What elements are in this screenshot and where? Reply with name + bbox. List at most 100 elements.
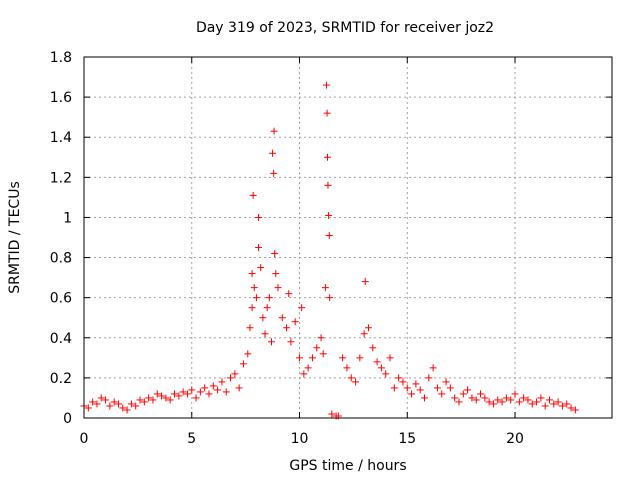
data-point xyxy=(343,364,351,372)
data-point xyxy=(451,394,459,402)
data-point xyxy=(399,378,407,386)
data-point xyxy=(317,334,325,342)
data-point xyxy=(324,153,332,161)
x-tick-label: 15 xyxy=(398,431,416,447)
data-point xyxy=(235,384,243,392)
y-tick-label: 1.4 xyxy=(50,130,72,146)
data-point xyxy=(571,406,579,414)
data-point xyxy=(248,270,256,278)
y-tick-label: 0.8 xyxy=(50,251,72,267)
data-point xyxy=(249,191,257,199)
data-point xyxy=(196,388,204,396)
data-point xyxy=(325,211,333,219)
data-point xyxy=(261,330,269,338)
data-point xyxy=(123,406,131,414)
data-point xyxy=(269,149,277,157)
data-point xyxy=(390,384,398,392)
data-point xyxy=(563,400,571,408)
data-point xyxy=(498,398,506,406)
data-point xyxy=(171,390,179,398)
axis-ticks: 0 0.2 0.4 0.6 0.8 1 1.2 1.4 1.6 1.8 0 5 10 15 20 xyxy=(50,50,612,447)
data-point xyxy=(270,169,278,177)
x-tick-label: 20 xyxy=(506,431,524,447)
data-point xyxy=(326,294,334,302)
data-point xyxy=(110,398,118,406)
data-point xyxy=(489,400,497,408)
data-point xyxy=(140,398,148,406)
data-point xyxy=(455,398,463,406)
y-tick-label: 1 xyxy=(63,210,72,226)
data-point xyxy=(298,304,306,312)
data-point xyxy=(550,400,558,408)
y-tick-label: 1.8 xyxy=(50,50,72,66)
data-point xyxy=(421,394,429,402)
data-point xyxy=(149,396,157,404)
data-point xyxy=(352,378,360,386)
data-point xyxy=(201,384,209,392)
data-point xyxy=(136,396,144,404)
data-point xyxy=(127,400,135,408)
y-tick-label: 0 xyxy=(63,411,72,427)
data-point xyxy=(257,264,265,272)
data-point xyxy=(395,374,403,382)
data-point xyxy=(369,344,377,352)
plot-frame xyxy=(83,56,613,419)
data-point xyxy=(339,354,347,362)
data-point xyxy=(382,370,390,378)
data-point xyxy=(328,410,336,418)
data-point xyxy=(270,127,278,135)
data-point xyxy=(416,386,424,394)
data-point xyxy=(360,330,368,338)
data-point xyxy=(227,374,235,382)
data-point xyxy=(528,400,536,408)
data-point xyxy=(481,394,489,402)
data-point xyxy=(323,109,331,117)
y-tick-label: 0.4 xyxy=(50,331,72,347)
data-point xyxy=(285,290,293,298)
data-point xyxy=(271,250,279,258)
data-point xyxy=(89,398,97,406)
data-point xyxy=(537,394,545,402)
data-point xyxy=(403,384,411,392)
data-point xyxy=(248,304,256,312)
data-point xyxy=(477,390,485,398)
data-point xyxy=(252,294,260,302)
data-point xyxy=(106,402,114,410)
data-point xyxy=(84,404,92,412)
data-point xyxy=(425,374,433,382)
data-point xyxy=(438,390,446,398)
data-point xyxy=(153,390,161,398)
data-point xyxy=(132,402,140,410)
data-point xyxy=(511,390,519,398)
data-point xyxy=(347,374,355,382)
data-point xyxy=(267,338,275,346)
data-point xyxy=(459,390,467,398)
data-point xyxy=(188,386,196,394)
data-point xyxy=(102,396,110,404)
data-point xyxy=(364,324,372,332)
data-point xyxy=(464,386,472,394)
data-point xyxy=(183,390,191,398)
data-point xyxy=(300,370,308,378)
data-point xyxy=(283,324,291,332)
data-point xyxy=(244,350,252,358)
data-point xyxy=(265,294,273,302)
data-point xyxy=(541,402,549,410)
data-point xyxy=(272,270,280,278)
data-point xyxy=(313,344,321,352)
data-point xyxy=(231,370,239,378)
data-point xyxy=(93,400,101,408)
data-point xyxy=(408,390,416,398)
data-point xyxy=(494,396,502,404)
data-point xyxy=(533,398,541,406)
data-point xyxy=(166,396,174,404)
data-point xyxy=(502,394,510,402)
data-point xyxy=(192,394,200,402)
data-point xyxy=(520,394,528,402)
data-point xyxy=(179,388,187,396)
data-point xyxy=(308,354,316,362)
data-point xyxy=(319,350,327,358)
data-point xyxy=(162,394,170,402)
